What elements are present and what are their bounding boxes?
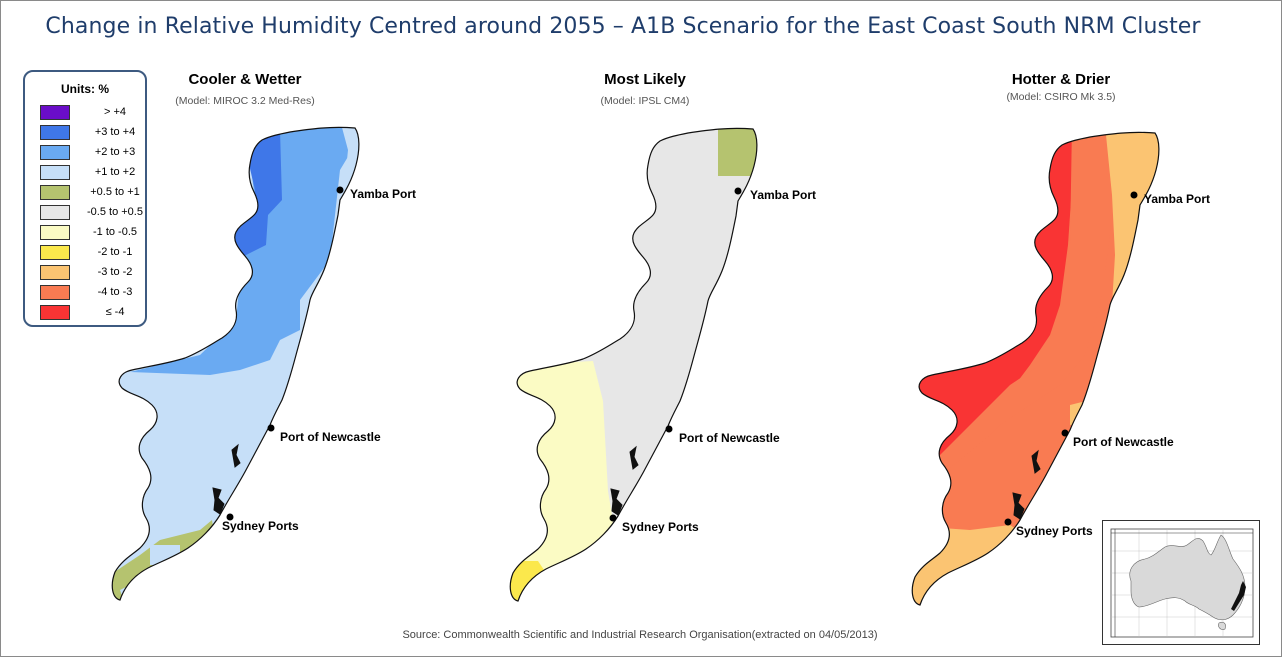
panel-model-hotter-drier: (Model: CSIRO Mk 3.5) xyxy=(1006,91,1116,103)
port-markers xyxy=(226,186,1138,526)
legend-item: +1 to +2 xyxy=(40,165,140,181)
legend-swatch xyxy=(40,145,70,160)
harbour-details xyxy=(212,443,1041,520)
panel-title-cooler-wetter: Cooler & Wetter xyxy=(188,71,302,88)
map-most-likely xyxy=(509,127,758,602)
legend-label: -0.5 to +0.5 xyxy=(87,206,143,218)
legend-swatch xyxy=(40,105,70,120)
legend-label: +2 to +3 xyxy=(94,146,136,158)
legend-swatch xyxy=(40,305,70,320)
legend-label: -1 to -0.5 xyxy=(92,226,138,238)
panel-title-most-likely: Most Likely xyxy=(604,71,686,88)
panel-model-most-likely: (Model: IPSL CM4) xyxy=(600,95,690,107)
legend-swatch xyxy=(40,185,70,200)
legend-title: Units: % xyxy=(61,82,109,96)
port-label-sydney: Sydney Ports xyxy=(222,519,299,533)
map-cooler-wetter xyxy=(111,126,360,601)
legend-item: -4 to -3 xyxy=(40,285,140,301)
legend-label: -4 to -3 xyxy=(97,286,133,298)
legend-swatch xyxy=(40,225,70,240)
legend-label: -3 to -2 xyxy=(97,266,133,278)
port-label-newcastle: Port of Newcastle xyxy=(280,430,381,444)
port-marker-newcastle xyxy=(267,424,275,432)
port-marker-newcastle xyxy=(1061,429,1069,437)
legend-label: +1 to +2 xyxy=(94,166,136,178)
legend-swatch xyxy=(40,165,70,180)
port-marker-newcastle xyxy=(665,425,673,433)
legend: Units: % > +4 +3 to +4 +2 to +3 +1 to +2… xyxy=(23,70,147,327)
figure-title: Change in Relative Humidity Centred arou… xyxy=(45,14,1201,39)
legend-swatch xyxy=(40,265,70,280)
port-label-sydney: Sydney Ports xyxy=(622,520,699,534)
source-note: Source: Commonwealth Scientific and Indu… xyxy=(402,629,878,641)
legend-label: ≤ -4 xyxy=(105,306,125,318)
port-marker-sydney xyxy=(1004,518,1012,526)
port-label-sydney: Sydney Ports xyxy=(1016,524,1093,538)
port-marker-sydney xyxy=(226,513,234,521)
legend-item: -2 to -1 xyxy=(40,245,140,261)
port-label-newcastle: Port of Newcastle xyxy=(679,431,780,445)
legend-item: ≤ -4 xyxy=(40,305,140,321)
legend-swatch xyxy=(40,125,70,140)
port-marker-yamba xyxy=(734,187,742,195)
inset-locator-map xyxy=(1102,520,1260,645)
inset-australia xyxy=(1110,528,1254,638)
legend-item: -3 to -2 xyxy=(40,265,140,281)
inset-australia-land xyxy=(1129,534,1246,621)
port-label-yamba: Yamba Port xyxy=(750,188,817,202)
legend-item: +0.5 to +1 xyxy=(40,185,140,201)
legend-swatch xyxy=(40,245,70,260)
legend-item: -0.5 to +0.5 xyxy=(40,205,143,221)
legend-label: +0.5 to +1 xyxy=(90,186,140,198)
port-label-yamba: Yamba Port xyxy=(350,187,417,201)
legend-label: +3 to +4 xyxy=(94,126,136,138)
legend-item: +3 to +4 xyxy=(40,125,140,141)
port-marker-yamba xyxy=(1130,191,1138,199)
port-label-yamba: Yamba Port xyxy=(1144,192,1211,206)
legend-label: -2 to -1 xyxy=(97,246,133,258)
inset-cluster-highlight xyxy=(1231,581,1246,611)
legend-swatch xyxy=(40,205,70,220)
port-marker-yamba xyxy=(336,186,344,194)
legend-item: +2 to +3 xyxy=(40,145,140,161)
port-marker-sydney xyxy=(609,514,617,522)
panel-title-hotter-drier: Hotter & Drier xyxy=(1011,71,1111,88)
port-label-newcastle: Port of Newcastle xyxy=(1073,435,1174,449)
legend-item: > +4 xyxy=(40,105,140,121)
legend-label: > +4 xyxy=(103,106,127,118)
panel-model-cooler-wetter: (Model: MIROC 3.2 Med-Res) xyxy=(175,95,315,107)
legend-item: -1 to -0.5 xyxy=(40,225,140,241)
legend-swatch xyxy=(40,285,70,300)
